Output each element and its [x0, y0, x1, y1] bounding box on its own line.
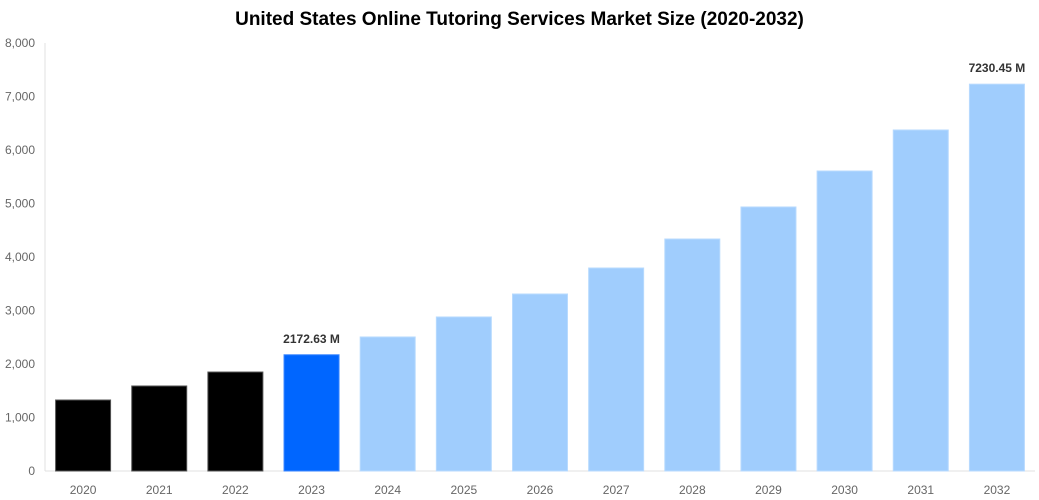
x-tick-label: 2028: [679, 483, 706, 497]
data-label: 2172.63 M: [283, 332, 340, 346]
y-tick-label: 8,000: [5, 36, 35, 50]
x-tick-label: 2027: [603, 483, 630, 497]
x-tick-label: 2025: [450, 483, 477, 497]
bar-2026[interactable]: [512, 293, 568, 472]
x-tick-label: 2031: [907, 483, 934, 497]
x-tick-label: 2030: [831, 483, 858, 497]
y-tick-label: 0: [28, 464, 35, 478]
bar-2021[interactable]: [131, 385, 188, 472]
y-tick-label: 1,000: [5, 411, 35, 425]
x-tick-label: 2021: [146, 483, 173, 497]
x-tick-label: 2022: [222, 483, 249, 497]
bar-2020[interactable]: [55, 399, 112, 472]
bar-2027[interactable]: [588, 267, 645, 472]
bar-2031[interactable]: [892, 129, 949, 472]
bar-2030[interactable]: [816, 170, 873, 472]
bar-2032[interactable]: [968, 83, 1025, 472]
bar-2023[interactable]: [283, 354, 340, 472]
x-tick-label: 2023: [298, 483, 325, 497]
y-tick-label: 2,000: [5, 357, 35, 371]
bar-2029[interactable]: [740, 206, 797, 472]
x-tick-label: 2026: [527, 483, 554, 497]
bar-2024[interactable]: [359, 336, 416, 472]
y-tick-label: 5,000: [5, 197, 35, 211]
y-tick-label: 6,000: [5, 143, 35, 157]
bar-2022[interactable]: [207, 371, 264, 472]
x-tick-label: 2020: [70, 483, 97, 497]
x-tick-label: 2029: [755, 483, 782, 497]
y-tick-label: 4,000: [5, 250, 35, 264]
y-tick-label: 7,000: [5, 90, 35, 104]
chart-title: United States Online Tutoring Services M…: [235, 9, 804, 30]
bar-2025[interactable]: [435, 316, 492, 472]
bar-2028[interactable]: [664, 238, 721, 472]
x-tick-label: 2024: [374, 483, 401, 497]
x-tick-label: 2032: [984, 483, 1011, 497]
data-label: 7230.45 M: [969, 61, 1026, 75]
y-tick-label: 3,000: [5, 304, 35, 318]
